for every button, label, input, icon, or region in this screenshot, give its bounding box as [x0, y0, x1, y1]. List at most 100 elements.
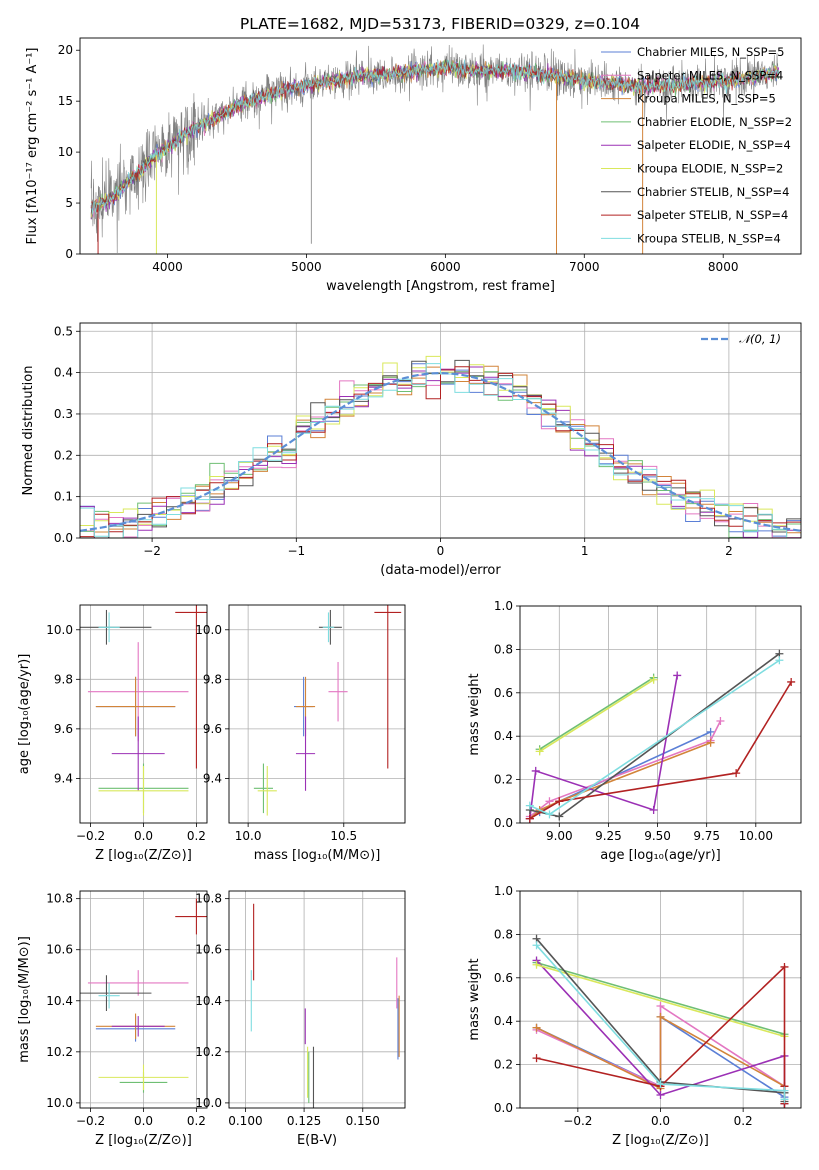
x-axis-label: Z [log₁₀(Z/Z⊙)] — [95, 848, 192, 863]
weight-marker-kroupa_stelib — [545, 810, 554, 819]
x-tick-label: 9.25 — [595, 829, 622, 843]
y-tick-label: 10.2 — [46, 1045, 73, 1059]
y-tick-label: 15 — [58, 94, 73, 108]
x-tick-label: 0.100 — [228, 1114, 262, 1128]
plot-area — [80, 605, 207, 816]
weight-marker-kroupa_elodie — [535, 747, 544, 756]
weight-line-kroupa_elodie — [539, 679, 655, 753]
y-tick-label: 10.4 — [46, 994, 73, 1008]
x-tick-label: 0.0 — [651, 1114, 670, 1128]
weight-marker-salpeter_miles — [656, 1002, 665, 1011]
axes-frame — [519, 890, 802, 1109]
x-tick-label: 1 — [581, 544, 589, 558]
legend-entry-chabrier_elodie: Chabrier ELODIE, N_SSP=2 — [637, 115, 792, 129]
y-tick-label: 9.4 — [203, 771, 222, 785]
weight-line-kroupa_miles — [529, 741, 711, 820]
y-tick-label: 10.2 — [195, 1045, 222, 1059]
y-tick-label: 10.0 — [195, 1096, 222, 1110]
y-tick-label: 0.0 — [494, 816, 513, 830]
weight-marker-kroupa_stelib — [525, 801, 534, 810]
y-tick-label: 0.6 — [494, 971, 513, 985]
y-tick-label: 0.6 — [494, 686, 513, 700]
weight-line-chabrier_elodie — [539, 676, 655, 750]
weight-marker-salpeter_stelib — [555, 797, 564, 806]
plot-area — [250, 903, 400, 1108]
y-tick-label: 10.0 — [195, 623, 222, 637]
legend-entry-kroupa_miles: Kroupa MILES, N_SSP=5 — [637, 92, 776, 106]
y-tick-label: 9.8 — [54, 672, 73, 686]
plot-area — [253, 605, 402, 816]
legend-entry-salpeter_elodie: Salpeter ELODIE, N_SSP=4 — [637, 138, 791, 152]
x-tick-label: −0.2 — [76, 1114, 105, 1128]
x-tick-label: −0.2 — [563, 1114, 592, 1128]
y-axis-label: Normed distribution — [21, 366, 36, 496]
weight-marker-kroupa_stelib — [780, 1086, 789, 1095]
legend-entry-kroupa_stelib: Kroupa STELIB, N_SSP=4 — [637, 231, 781, 245]
legend-gaussian: 𝒩(0, 1) — [739, 332, 781, 346]
axes-frame — [519, 605, 802, 824]
x-axis-label: (data-model)/error — [380, 563, 501, 578]
x-tick-label: 0.2 — [187, 1114, 206, 1128]
y-tick-label: 0.0 — [54, 531, 73, 545]
weight-marker-salpeter_elodie — [649, 805, 658, 814]
y-tick-label: 0.4 — [494, 1014, 513, 1028]
y-tick-label: 0.4 — [54, 366, 73, 380]
y-tick-label: 0.4 — [494, 729, 513, 743]
y-tick-label: 20 — [58, 43, 73, 57]
axes-frame — [79, 890, 208, 1109]
plot-area — [525, 649, 796, 823]
weight-marker-kroupa_stelib — [656, 1080, 665, 1089]
y-axis-label: age [log₁₀(age/yr)] — [17, 654, 32, 775]
y-tick-label: 9.8 — [203, 672, 222, 686]
weight-marker-chabrier_stelib — [555, 812, 564, 821]
y-tick-label: 10.0 — [46, 1096, 73, 1110]
weight-marker-salpeter_stelib — [525, 814, 534, 823]
x-tick-label: 10.00 — [739, 829, 773, 843]
plot-area — [80, 898, 207, 1093]
x-axis-label: Z [log₁₀(Z/Z⊙)] — [95, 1133, 192, 1148]
y-tick-label: 0.3 — [54, 407, 73, 421]
x-axis-label: mass [log₁₀(M/M⊙)] — [254, 848, 381, 863]
x-tick-label: 4000 — [152, 260, 183, 274]
panel-age_vs_mass: 10.0 10.5 9.4 9.6 9.8 10.0 mass [log₁₀(M/M⊙)] — [195, 604, 406, 863]
x-tick-label: 7000 — [569, 260, 600, 274]
model-spectrum-kroupa_stelib — [90, 59, 780, 218]
y-tick-label: 0.2 — [54, 448, 73, 462]
panel-residuals: −2 −1 0 1 2 0.0 0.1 0.2 0.3 0.4 0.5 (data-model)/er… — [21, 322, 802, 578]
legend-entry-chabrier_miles: Chabrier MILES, N_SSP=5 — [637, 45, 784, 59]
weight-marker-kroupa_miles — [656, 1012, 665, 1021]
weight-marker-kroupa_miles — [706, 738, 715, 747]
weight-marker-kroupa_miles — [532, 1023, 541, 1032]
y-tick-label: 0.2 — [494, 1058, 513, 1072]
weight-marker-salpeter_stelib — [780, 962, 789, 971]
histogram-salpeter_stelib — [80, 366, 801, 538]
weight-line-kroupa_stelib — [535, 944, 786, 1100]
x-tick-label: 0.2 — [734, 1114, 753, 1128]
gaussian-curve — [80, 371, 801, 532]
weight-marker-chabrier_miles — [706, 727, 715, 736]
panel-spectrum: 4000 5000 6000 7000 8000 0 5 10 15 20 wavelength [… — [25, 37, 802, 294]
y-tick-label: 10.8 — [195, 892, 222, 906]
y-tick-label: 1.0 — [494, 884, 513, 898]
weight-line-chabrier_elodie — [536, 961, 785, 1035]
x-tick-label: −0.2 — [76, 829, 105, 843]
x-tick-label: 0.0 — [134, 829, 153, 843]
y-tick-label: 10.6 — [195, 943, 222, 957]
panel-mass_vs_Z: −0.2 0.0 0.2 10.0 10.2 10.4 10.6 10.8 Z [log₁₀(Z… — [17, 890, 208, 1148]
y-tick-label: 10.6 — [46, 943, 73, 957]
panel-mass_vs_ebv: 0.100 0.125 0.150 10.0 10.2 10.4 10.6 10.8 E(B-V… — [195, 890, 406, 1148]
panel-mass_weight_vs_Z: −0.2 0.0 0.2 0.0 0.2 0.4 0.6 0.8 1.0 Z [log₁₀(Z/Z… — [467, 884, 802, 1148]
x-axis-label: E(B-V) — [297, 1133, 337, 1148]
weight-marker-salpeter_miles — [545, 797, 554, 806]
weight-line-kroupa_elodie — [536, 964, 785, 1038]
y-axis-label: mass [log₁₀(M/M⊙)] — [17, 936, 32, 1063]
y-tick-label: 10 — [58, 145, 73, 159]
weight-marker-kroupa_stelib — [780, 1095, 789, 1104]
y-tick-label: 10.8 — [46, 892, 73, 906]
weight-marker-salpeter_elodie — [673, 671, 682, 680]
weight-marker-salpeter_stelib — [532, 1054, 541, 1063]
legend-entry-salpeter_stelib: Salpeter STELIB, N_SSP=4 — [637, 208, 788, 222]
x-tick-label: 10.5 — [330, 829, 357, 843]
